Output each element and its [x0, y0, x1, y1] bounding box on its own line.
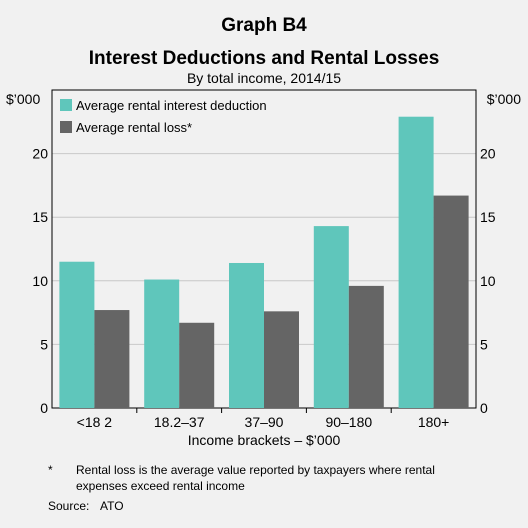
bar-interest-0	[59, 261, 95, 408]
y-tick-label-left: 5	[40, 336, 48, 352]
bar-interest-3	[313, 226, 349, 408]
bar-interest-1	[144, 279, 180, 408]
x-tick-label: 18.2–37	[154, 414, 205, 430]
y-tick-label-right: 0	[480, 400, 488, 416]
bars	[59, 116, 469, 408]
x-tick-label: <18 2	[77, 414, 113, 430]
x-axis-title: Income brackets – $’000	[188, 432, 341, 448]
source-label: Source:	[48, 499, 89, 513]
y-unit-right: $’000	[487, 91, 521, 107]
legend-label-interest: Average rental interest deduction	[76, 98, 267, 113]
footnote-marker: *	[48, 463, 53, 477]
legend-label-loss: Average rental loss*	[76, 120, 192, 135]
source-value: ATO	[100, 499, 124, 513]
graph-label: Graph B4	[221, 15, 307, 36]
x-tick-label: 180+	[418, 414, 450, 430]
y-tick-label-left: 15	[32, 209, 48, 225]
chart-title: Interest Deductions and Rental Losses	[89, 48, 440, 69]
x-tick-label: 90–180	[325, 414, 372, 430]
y-tick-label-left: 20	[32, 146, 48, 162]
bar-loss-2	[264, 311, 299, 408]
legend-swatch-interest	[60, 99, 72, 111]
footnote-line-1: Rental loss is the average value reporte…	[76, 463, 435, 477]
bar-loss-1	[179, 322, 215, 408]
legend: Average rental interest deduction Averag…	[60, 98, 267, 135]
axis-ticks: 0 0 5 5 10 10 15 15 20 20 <18 2 18.2–37 37–90 90–180 1…	[32, 146, 495, 430]
x-tick-label: 37–90	[245, 414, 284, 430]
y-tick-label-right: 15	[480, 209, 496, 225]
bar-loss-4	[433, 195, 469, 408]
y-tick-label-right: 20	[480, 146, 496, 162]
bar-loss-0	[94, 310, 130, 408]
bar-interest-4	[398, 116, 434, 408]
y-tick-label-left: 10	[32, 273, 48, 289]
footnote-line-2: expenses exceed rental income	[76, 479, 245, 493]
y-tick-label-right: 10	[480, 273, 496, 289]
bar-interest-2	[229, 262, 264, 408]
y-tick-label-left: 0	[40, 400, 48, 416]
y-tick-label-right: 5	[480, 336, 488, 352]
chart-subtitle: By total income, 2014/15	[187, 70, 341, 86]
y-unit-left: $’000	[6, 91, 40, 107]
bar-loss-3	[348, 285, 384, 408]
legend-swatch-loss	[60, 121, 72, 133]
